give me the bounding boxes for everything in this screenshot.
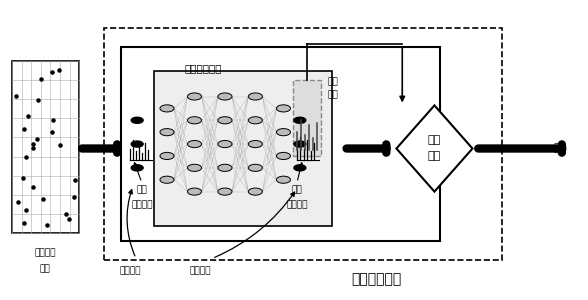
Point: [71, 177, 80, 182]
Circle shape: [218, 117, 232, 124]
Text: 神经拟态芯片: 神经拟态芯片: [351, 272, 401, 286]
Circle shape: [218, 164, 232, 171]
Point: [29, 146, 38, 150]
Point: [36, 76, 46, 81]
Text: 脉冲神经网络: 脉冲神经网络: [185, 63, 222, 73]
Point: [21, 208, 31, 212]
Point: [42, 222, 52, 227]
Circle shape: [131, 165, 143, 171]
Point: [47, 70, 56, 75]
Point: [19, 220, 29, 225]
Text: 装置: 装置: [40, 264, 51, 273]
Circle shape: [160, 176, 174, 183]
Point: [13, 200, 22, 204]
Circle shape: [131, 117, 143, 123]
Point: [28, 185, 37, 190]
Point: [11, 93, 20, 98]
Point: [54, 67, 64, 72]
Point: [69, 195, 79, 200]
Text: 片内决策: 片内决策: [189, 266, 211, 275]
Point: [33, 97, 42, 102]
Circle shape: [276, 152, 290, 160]
Bar: [104, 28, 502, 260]
Bar: [293, 80, 321, 156]
Text: 窗口: 窗口: [328, 91, 339, 100]
Point: [48, 118, 57, 122]
Polygon shape: [396, 105, 473, 192]
Circle shape: [248, 93, 262, 100]
Circle shape: [188, 164, 202, 171]
Text: 输入: 输入: [136, 186, 147, 195]
Text: 输出: 输出: [554, 143, 567, 154]
Point: [38, 197, 48, 202]
Circle shape: [248, 164, 262, 171]
Circle shape: [160, 129, 174, 136]
Text: 事件成像: 事件成像: [35, 248, 56, 257]
Circle shape: [248, 117, 262, 124]
Text: 输出: 输出: [292, 186, 302, 195]
Circle shape: [276, 105, 290, 112]
Point: [19, 127, 29, 131]
Point: [64, 217, 74, 222]
Text: 模块: 模块: [428, 151, 441, 161]
Circle shape: [188, 117, 202, 124]
Circle shape: [188, 93, 202, 100]
Text: 决策: 决策: [428, 135, 441, 145]
Point: [32, 137, 42, 142]
Circle shape: [294, 117, 306, 123]
Point: [23, 114, 32, 119]
Point: [47, 129, 56, 134]
Circle shape: [218, 188, 232, 195]
Circle shape: [276, 176, 290, 183]
Circle shape: [276, 129, 290, 136]
Bar: [121, 47, 440, 241]
Circle shape: [160, 105, 174, 112]
Point: [28, 141, 37, 146]
Point: [21, 154, 31, 159]
Point: [55, 142, 65, 147]
Text: 时间: 时间: [328, 77, 339, 86]
Circle shape: [294, 141, 306, 147]
Circle shape: [294, 165, 306, 171]
Circle shape: [188, 140, 202, 148]
Circle shape: [218, 93, 232, 100]
Point: [18, 176, 28, 181]
Text: 脉冲事件: 脉冲事件: [131, 200, 153, 209]
Bar: [12, 61, 79, 233]
Point: [62, 212, 71, 216]
Circle shape: [218, 140, 232, 148]
Bar: [153, 71, 332, 226]
Circle shape: [160, 152, 174, 160]
Circle shape: [188, 188, 202, 195]
Circle shape: [248, 188, 262, 195]
Circle shape: [131, 141, 143, 147]
Circle shape: [248, 140, 262, 148]
Text: 脉冲事件: 脉冲事件: [286, 200, 308, 209]
Text: 片外决策: 片外决策: [119, 266, 141, 275]
